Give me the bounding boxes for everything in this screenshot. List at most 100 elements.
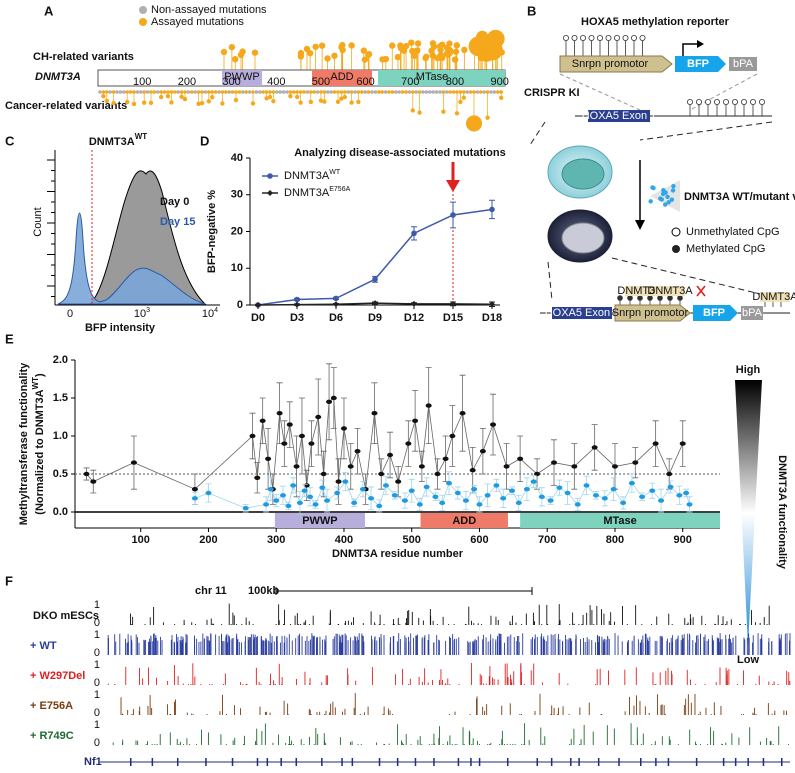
lollipop-head: [318, 42, 326, 49]
lollipop-head: [446, 40, 453, 47]
point: [601, 496, 608, 501]
exon: [176, 758, 179, 766]
x-tick-label: 100: [132, 534, 150, 546]
lollipop-head: [271, 98, 276, 104]
y-tick-label: 40: [231, 152, 243, 164]
lollipop-head: [485, 90, 490, 94]
protein-tick-label: 600: [356, 76, 374, 88]
point: [610, 487, 617, 492]
bpa-shape: [729, 57, 757, 71]
point: [411, 300, 417, 307]
lollipop-head: [210, 90, 214, 94]
point: [308, 441, 315, 446]
virus: [665, 194, 670, 200]
lollipop-head: [411, 90, 415, 94]
lollipop-head: [308, 99, 313, 105]
lollipop-head: [479, 90, 483, 94]
exon: [378, 758, 381, 766]
point: [372, 276, 378, 283]
tick-sup: 4: [214, 307, 218, 314]
point: [450, 300, 456, 307]
y-label-sup: WT: [31, 377, 40, 390]
block-mark: [696, 285, 706, 297]
arrow-head: [446, 180, 460, 192]
cpg: [750, 99, 757, 106]
x-tick-label: 800: [606, 534, 624, 546]
promoter-shape: [559, 55, 673, 73]
lollipop-head: [465, 90, 470, 94]
point: [286, 422, 293, 427]
point: [442, 456, 449, 461]
lollipop-head: [458, 99, 463, 105]
lollipop-head: [417, 90, 422, 94]
cpg: [622, 35, 629, 42]
track-scale: 0: [94, 647, 100, 659]
lollipop-head: [346, 90, 351, 94]
lollipop-head: [356, 99, 361, 105]
x-tick-label: 400: [335, 534, 353, 546]
lollipop-head: [400, 47, 408, 54]
lollipop-head: [451, 56, 459, 63]
tick-main: 10: [134, 308, 146, 320]
point: [449, 433, 456, 439]
track-label: + WT: [30, 640, 57, 652]
lollipop-head: [445, 90, 449, 94]
lollipop-head: [186, 90, 191, 94]
protein-box: [760, 292, 790, 302]
lollipop-head: [322, 90, 327, 94]
x-tick-label: 600: [470, 534, 488, 546]
gene-exons: [130, 758, 783, 766]
promoter-shape: [614, 304, 691, 322]
lollipop-head: [468, 90, 473, 94]
legend-text: DNMT3AWT: [284, 169, 341, 182]
lollipop-head: [370, 90, 374, 94]
point: [556, 485, 563, 490]
lollipop-head: [485, 115, 490, 120]
lollipop-head: [387, 90, 391, 94]
point: [265, 456, 272, 461]
bfp-shape: [693, 305, 738, 321]
legend-text: Unmethylated CpG: [686, 226, 780, 238]
cpg: [723, 99, 730, 106]
protein-tick-label: 500: [312, 76, 330, 88]
legend-text: DNMT3AE756A: [284, 186, 351, 199]
lollipop-head: [446, 49, 453, 57]
point: [255, 302, 261, 308]
virus: [659, 197, 665, 202]
point: [489, 206, 495, 213]
domain: [378, 70, 505, 86]
element-label: HOXA5 Exon 1: [545, 307, 620, 319]
lollipop-head: [264, 96, 269, 101]
lollipop-head: [182, 96, 188, 102]
exon: [433, 758, 435, 766]
point: [371, 411, 378, 416]
point: [359, 487, 366, 492]
lollipop-head: [281, 90, 286, 94]
exon: [341, 758, 343, 766]
point: [326, 399, 333, 404]
panel-label: A: [44, 3, 54, 18]
lollipop-head: [451, 90, 456, 94]
track-scale: 1: [94, 629, 100, 641]
legend-marker: [139, 18, 147, 26]
cpg: [617, 295, 623, 301]
point: [276, 411, 283, 416]
lollipop-head: [438, 90, 442, 94]
exon: [722, 758, 725, 766]
lollipop-head: [329, 90, 334, 94]
title-main: DNMT3A: [89, 136, 135, 148]
lollipop-head: [438, 54, 446, 62]
point: [611, 464, 618, 469]
lollipop-head: [356, 90, 361, 94]
lollipop-head: [360, 90, 364, 94]
lollipop-head: [196, 90, 201, 94]
element-label: bPA: [733, 58, 754, 70]
nucleus: [561, 158, 605, 190]
lollipop-head: [349, 90, 354, 94]
legend-text: Assayed mutations: [151, 16, 244, 28]
exon: [695, 758, 698, 766]
x-tick-label: 200: [199, 534, 217, 546]
protein-tick-label: 300: [222, 76, 240, 88]
lollipop-head: [237, 51, 245, 59]
